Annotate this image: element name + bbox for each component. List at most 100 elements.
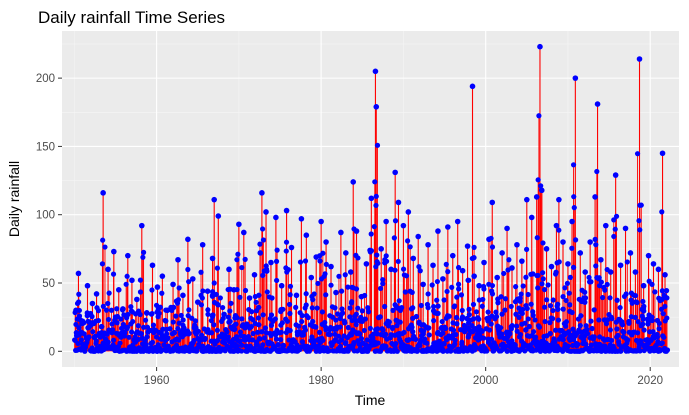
peak-116-sub-point-4 (604, 281, 610, 288)
peak-110-sub-point-4 (578, 313, 584, 319)
peak-62-sub-point-1 (361, 292, 368, 299)
peak-64-sub-point-0 (371, 224, 377, 230)
peak-point-119 (617, 262, 624, 269)
peak-point-120 (622, 225, 629, 232)
peak-26-sub-point-0 (193, 331, 199, 337)
peak-29-sub-point-1 (209, 313, 216, 320)
peak-77-sub-point-0 (431, 303, 437, 310)
peak-point-8 (105, 266, 111, 273)
peak-point-64 (372, 68, 379, 75)
peak-75-sub-point-2 (418, 302, 424, 309)
baseline-point-566 (351, 339, 357, 346)
baseline-point-882 (507, 331, 513, 337)
peak-point-21 (170, 281, 176, 288)
baseline-point-841 (487, 327, 493, 333)
peak-57-sub-point-1 (345, 284, 351, 290)
peak-16-sub-point-0 (144, 324, 151, 330)
baseline-point-908 (520, 306, 526, 313)
y-tick-label-3: 150 (36, 141, 55, 153)
peak-68-sub-point-0 (390, 307, 396, 313)
baseline-point-855 (493, 314, 500, 320)
baseline-point-92 (117, 340, 123, 346)
peak-point-5 (93, 291, 100, 297)
baseline-point-678 (406, 337, 412, 343)
peak-96-sub-point-1 (520, 283, 526, 289)
peak-115-sub-point-0 (599, 294, 606, 301)
peak-83-sub-point-4 (459, 316, 465, 322)
baseline-point-538 (337, 324, 343, 330)
peak-13-sub-point-2 (130, 318, 136, 325)
peak-51-sub-point-1 (312, 323, 318, 330)
baseline-point-542 (339, 306, 345, 312)
peak-point-18 (154, 284, 161, 290)
peak-88-sub-point-3 (481, 283, 487, 290)
baseline-point-69 (105, 316, 112, 323)
peak-44-sub-point-4 (280, 306, 286, 312)
baseline-point-1121 (625, 337, 631, 343)
peak-89-sub-point-2 (486, 315, 492, 321)
baseline-point-424 (281, 343, 287, 349)
peak-point-112 (587, 239, 593, 245)
peak-65-sub-point-1 (373, 202, 379, 209)
baseline-point-989 (560, 348, 566, 354)
peak-84-sub-point-4 (466, 277, 472, 283)
peak-96-sub-point-0 (518, 291, 524, 297)
peak-48-sub-point-2 (299, 313, 305, 319)
peak-117-sub-point-2 (607, 327, 613, 333)
peak-88-sub-point-1 (480, 296, 486, 303)
baseline-point-1200 (664, 315, 670, 321)
peak-82-sub-point-1 (455, 264, 462, 271)
baseline-point-373 (255, 315, 262, 321)
peak-69-sub-point-1 (392, 267, 398, 273)
baseline-point-615 (375, 340, 381, 346)
baseline-point-934 (532, 334, 539, 340)
peak-98-sub-point-4 (528, 301, 534, 307)
peak-8-sub-point-0 (105, 300, 111, 307)
baseline-point-1000 (565, 343, 571, 349)
baseline-point-1136 (632, 314, 638, 320)
baseline-point-282 (211, 322, 217, 328)
peak-99-sub-point-3 (535, 272, 541, 279)
baseline-point-845 (488, 336, 495, 342)
peak-point-7 (100, 190, 106, 196)
peak-71-sub-point-3 (399, 305, 405, 311)
peak-71-sub-point-1 (402, 289, 408, 295)
peak-56-sub-point-2 (336, 273, 342, 279)
peak-70-sub-point-2 (396, 298, 402, 304)
peak-100-sub-point-1 (538, 183, 544, 189)
baseline-point-158 (149, 339, 156, 345)
peak-point-76 (425, 241, 431, 248)
peak-28-sub-point-2 (205, 307, 211, 313)
peak-point-31 (215, 213, 222, 219)
baseline-point-1146 (637, 348, 643, 354)
baseline-point-1053 (591, 334, 597, 340)
peak-point-58 (347, 269, 354, 275)
peak-point-93 (504, 225, 510, 232)
baseline-point-1181 (654, 334, 661, 340)
baseline-point-975 (553, 327, 559, 333)
peak-65-sub-point-3 (374, 252, 380, 258)
peak-53-sub-point-1 (323, 261, 329, 267)
peak-point-10 (115, 287, 122, 293)
peak-81-sub-point-2 (449, 284, 455, 290)
peak-126-sub-point-2 (652, 289, 658, 295)
baseline-point-874 (503, 343, 509, 349)
peak-73-sub-point-0 (409, 289, 415, 296)
peak-point-80 (445, 224, 451, 230)
baseline-point-771 (452, 337, 458, 343)
peak-point-101 (538, 187, 545, 193)
peak-0-sub-point-3 (73, 330, 79, 336)
peak-point-48 (298, 216, 305, 222)
peak-point-113 (592, 194, 598, 200)
peak-point-69 (392, 169, 398, 176)
peak-86-sub-point-2 (470, 301, 477, 308)
peak-27-sub-point-3 (200, 288, 206, 294)
baseline-point-110 (126, 334, 132, 340)
peak-point-23 (180, 292, 186, 299)
baseline-point-912 (522, 348, 528, 354)
peak-63-sub-point-0 (368, 231, 374, 237)
baseline-point-897 (514, 328, 520, 334)
peak-13-sub-point-3 (128, 329, 135, 335)
peak-point-92 (499, 250, 505, 256)
peak-56-sub-point-3 (339, 288, 345, 294)
